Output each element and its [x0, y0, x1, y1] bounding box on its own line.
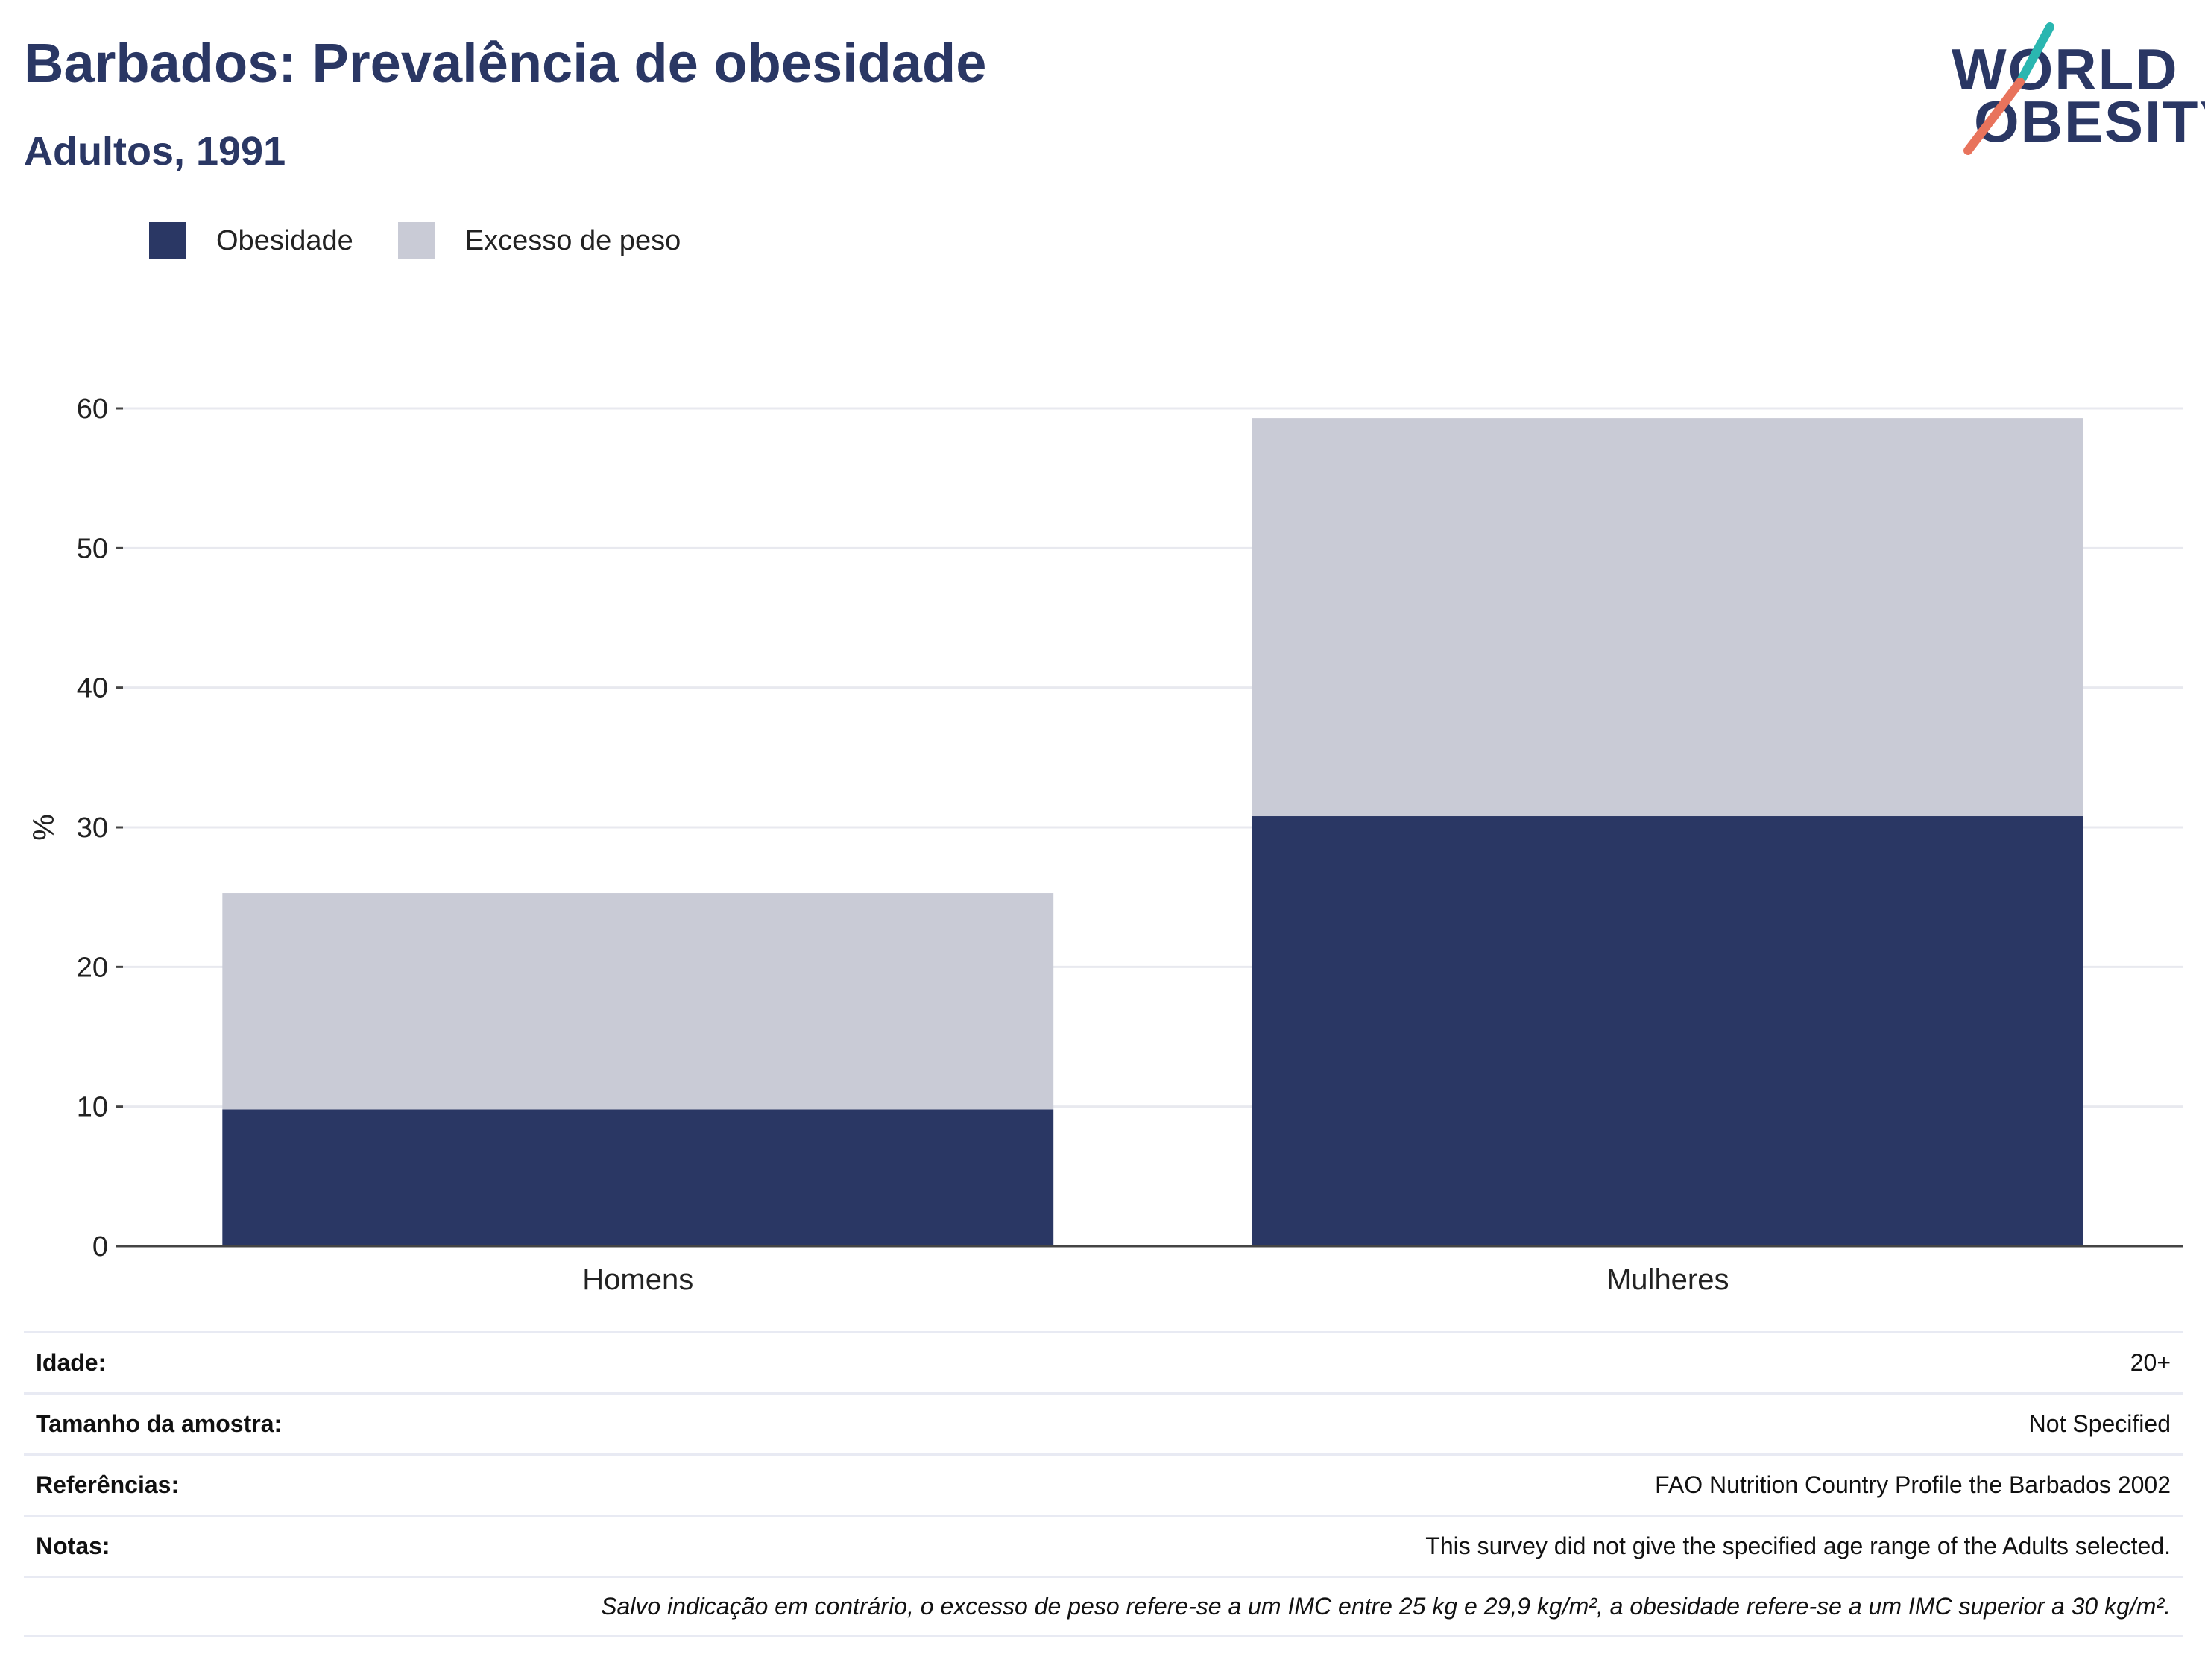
chart-subtitle: Adultos, 1991: [24, 129, 286, 174]
logo-word-world: WORLD: [1952, 37, 2179, 102]
logo-slash-icon: [1963, 22, 2054, 155]
chart-title: Barbados: Prevalência de obesidade: [24, 32, 987, 94]
info-row-notes: Notas: This survey did not give the spec…: [24, 1515, 2183, 1576]
info-value: FAO Nutrition Country Profile the Barbad…: [1655, 1471, 2171, 1498]
legend-item-obesidade[interactable]: Obesidade: [149, 222, 353, 259]
logo-word-obesity: OBESITY: [1974, 89, 2205, 154]
bar-chart: 0 10 20 30 40 50 60 Homens Mulheres %: [28, 394, 2183, 1296]
info-value: Not Specified: [2028, 1410, 2171, 1437]
chart-bars: [222, 418, 2083, 1246]
info-row-sample-size: Tamanho da amostra: Not Specified: [24, 1392, 2183, 1453]
info-row-idade: Idade: 20+: [24, 1331, 2183, 1392]
y-tick-label: 20: [77, 952, 108, 983]
info-key: Notas:: [36, 1532, 110, 1559]
world-obesity-logo: WORLD OBESITY: [1938, 22, 2205, 157]
y-tick-label: 0: [92, 1231, 108, 1263]
info-key: Idade:: [36, 1349, 107, 1376]
info-footnote-row: Salvo indicação em contrário, o excesso …: [24, 1576, 2183, 1637]
y-tick-label: 10: [77, 1092, 108, 1123]
legend-swatch-excesso-de-peso: [397, 222, 435, 259]
footnote-text: Salvo indicação em contrário, o excesso …: [601, 1592, 2171, 1620]
x-tick-label: Mulheres: [1606, 1263, 1729, 1296]
y-axis-ticks: 0 10 20 30 40 50 60: [77, 394, 123, 1263]
legend-label-obesidade: Obesidade: [216, 224, 353, 256]
y-axis-label: %: [28, 814, 60, 841]
y-tick-label: 40: [77, 673, 108, 704]
info-table: Idade: 20+ Tamanho da amostra: Not Speci…: [24, 1331, 2183, 1637]
info-key: Referências:: [36, 1471, 180, 1498]
info-value: 20+: [2130, 1349, 2171, 1376]
y-tick-label: 30: [77, 812, 108, 844]
y-tick-label: 60: [77, 394, 108, 425]
y-tick-label: 50: [77, 533, 108, 564]
info-key: Tamanho da amostra:: [36, 1410, 283, 1437]
legend-swatch-obesidade: [149, 222, 186, 259]
x-tick-label: Homens: [582, 1263, 693, 1296]
bar-excesso-de-peso-mulheres[interactable]: [1252, 418, 2083, 817]
chart-legend: Obesidade Excesso de peso: [149, 222, 725, 259]
info-value: This survey did not give the specified a…: [1425, 1532, 2171, 1559]
bar-obesidade-homens[interactable]: [222, 1109, 1054, 1246]
bar-excesso-de-peso-homens[interactable]: [222, 893, 1054, 1110]
x-axis-ticks: Homens Mulheres: [582, 1263, 1729, 1296]
legend-item-excesso-de-peso[interactable]: Excesso de peso: [397, 222, 681, 259]
legend-label-excesso-de-peso: Excesso de peso: [464, 224, 681, 256]
info-row-references: Referências: FAO Nutrition Country Profi…: [24, 1453, 2183, 1515]
bar-obesidade-mulheres[interactable]: [1252, 816, 2083, 1246]
